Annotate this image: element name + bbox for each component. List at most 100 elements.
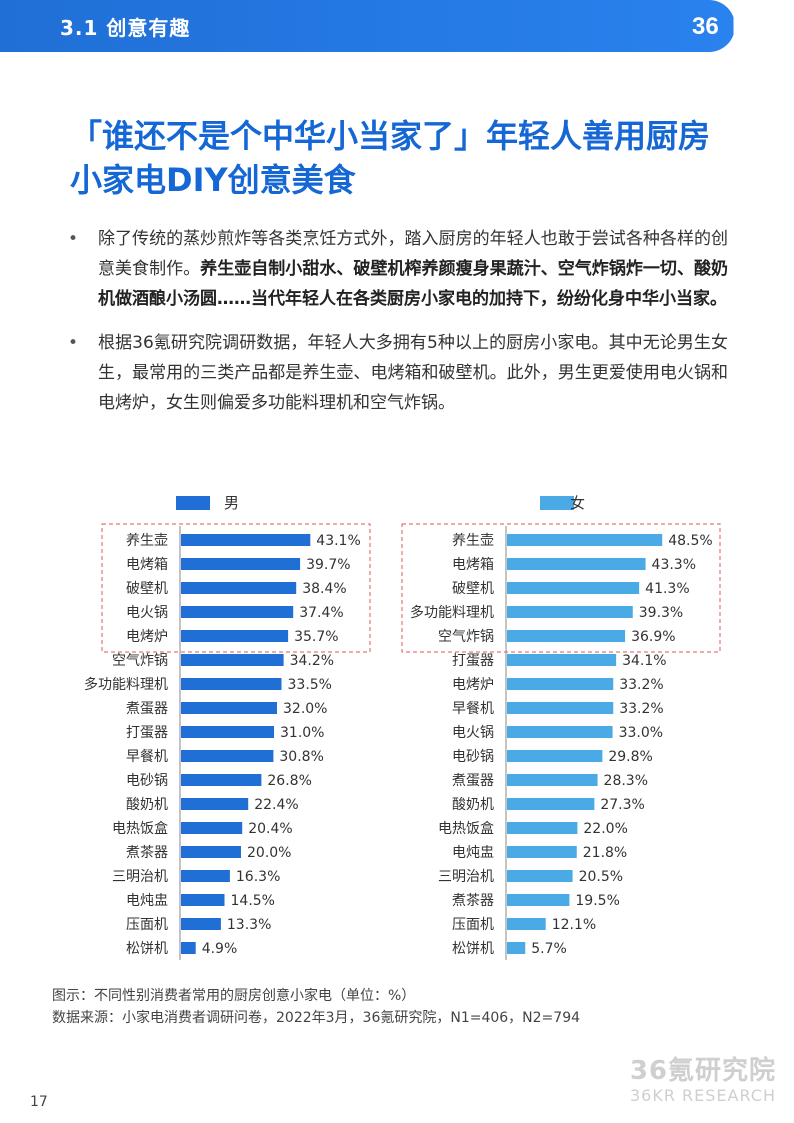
category-label: 打蛋器 [452,652,494,669]
category-label: 煮蛋器 [126,701,168,717]
bar [181,942,196,954]
value-label: 20.0% [247,845,291,861]
value-label: 41.3% [645,581,689,597]
category-label: 电砂锅 [452,749,494,765]
value-label: 20.5% [579,869,623,885]
category-label: 电热饭盒 [438,820,494,837]
bar [507,702,614,714]
category-label: 破壁机 [126,581,168,597]
value-label: 4.9% [202,941,238,957]
category-label: 电烤炉 [126,629,168,645]
bar [181,798,249,810]
bullet-text: 根据36氪研究院调研数据，年轻人大多拥有5种以上的厨房小家电。其中无论男生女生，… [98,333,728,413]
category-label: 打蛋器 [126,724,168,741]
value-label: 33.5% [288,677,332,693]
legend-swatch [540,496,574,510]
bar [181,702,277,714]
category-label: 酸奶机 [452,797,494,813]
bar [507,870,573,882]
bar [507,750,603,762]
value-label: 27.3% [600,797,644,813]
highlight-box [401,523,721,653]
bar [507,582,640,594]
value-label: 14.5% [231,893,275,909]
legend-label: 女 [570,494,585,512]
category-label: 破壁机 [452,581,494,597]
category-label: 多功能料理机 [84,676,168,693]
bar [181,534,311,546]
value-label: 33.2% [619,677,663,693]
category-label: 电火锅 [452,725,494,741]
legend-swatch [176,496,210,510]
category-label: 电烤炉 [452,677,494,693]
bar [507,630,626,642]
title-line-1: 「谁还不是个中华小当家了」年轻人善用厨房 [70,117,711,155]
value-label: 32.0% [283,701,327,717]
bar [507,558,646,570]
value-label: 34.2% [290,653,334,669]
bar [507,606,633,618]
value-label: 37.4% [299,605,343,621]
value-label: 33.2% [619,701,663,717]
value-label: 19.5% [575,893,619,909]
value-label: 20.4% [248,821,292,837]
value-label: 35.7% [294,629,338,645]
value-label: 21.8% [583,845,627,861]
bullet-item-2: • 根据36氪研究院调研数据，年轻人大多拥有5种以上的厨房小家电。其中无论男生女… [66,328,728,418]
bar [181,894,225,906]
bar [507,774,598,786]
category-label: 电热饭盒 [112,820,168,837]
title-line-2: 小家电DIY创意美食 [70,161,356,199]
bullet-bold-text: 养生壶自制小甜水、破壁机榨养颜瘦身果蔬汁、空气炸锅炸一切、酸奶机做酒酿小汤圆……… [98,259,729,309]
bar [181,918,221,930]
caption-source: 数据来源：小家电消费者调研问卷，2022年3月，36氪研究院，N1=406，N2… [52,1010,581,1026]
bar [507,798,595,810]
bar [507,894,570,906]
bar [181,558,301,570]
36kr-logo: 36 [692,13,777,54]
value-label: 34.1% [622,653,666,669]
bar [181,606,294,618]
value-label: 26.8% [267,773,311,789]
value-label: 5.7% [531,941,567,957]
bar [181,654,284,666]
value-label: 39.7% [306,557,350,573]
watermark-cn: 36氪研究院 [629,1056,776,1086]
bar [181,822,243,834]
watermark-en: 36KR RESEARCH [629,1086,776,1105]
category-label: 多功能料理机 [410,604,494,621]
svg-text:36: 36 [692,13,719,40]
bar [181,750,274,762]
value-label: 43.1% [316,533,360,549]
category-label: 早餐机 [126,749,168,765]
bar [507,534,663,546]
value-label: 22.4% [254,797,298,813]
bar [181,726,274,738]
page-title: 「谁还不是个中华小当家了」年轻人善用厨房 小家电DIY创意美食 [70,114,750,202]
value-label: 43.3% [652,557,696,573]
category-label: 煮蛋器 [452,773,494,789]
category-label: 电烤箱 [452,557,494,573]
category-label: 空气炸锅 [438,629,494,645]
bar [181,846,241,858]
bullet-item-1: • 除了传统的蒸炒煎炸等各类烹饪方式外，踏入厨房的年轻人也敢于尝试各种各样的创意… [66,224,728,314]
category-label: 松饼机 [452,941,494,957]
category-label: 电火锅 [126,605,168,621]
page-number: 17 [30,1094,48,1110]
watermark: 36氪研究院 36KR RESEARCH [630,1056,776,1106]
bar [181,678,282,690]
value-label: 38.4% [302,581,346,597]
bullet-dot-icon: • [68,229,79,249]
category-label: 煮茶器 [452,893,494,909]
category-label: 压面机 [452,917,494,933]
header-bar: 3.1 创意有趣 [0,0,735,52]
bar [507,726,613,738]
value-label: 28.3% [604,773,648,789]
value-label: 30.8% [279,749,323,765]
value-label: 39.3% [639,605,683,621]
category-label: 电炖盅 [452,845,494,861]
bar [181,870,230,882]
value-label: 13.3% [227,917,271,933]
category-label: 酸奶机 [126,797,168,813]
